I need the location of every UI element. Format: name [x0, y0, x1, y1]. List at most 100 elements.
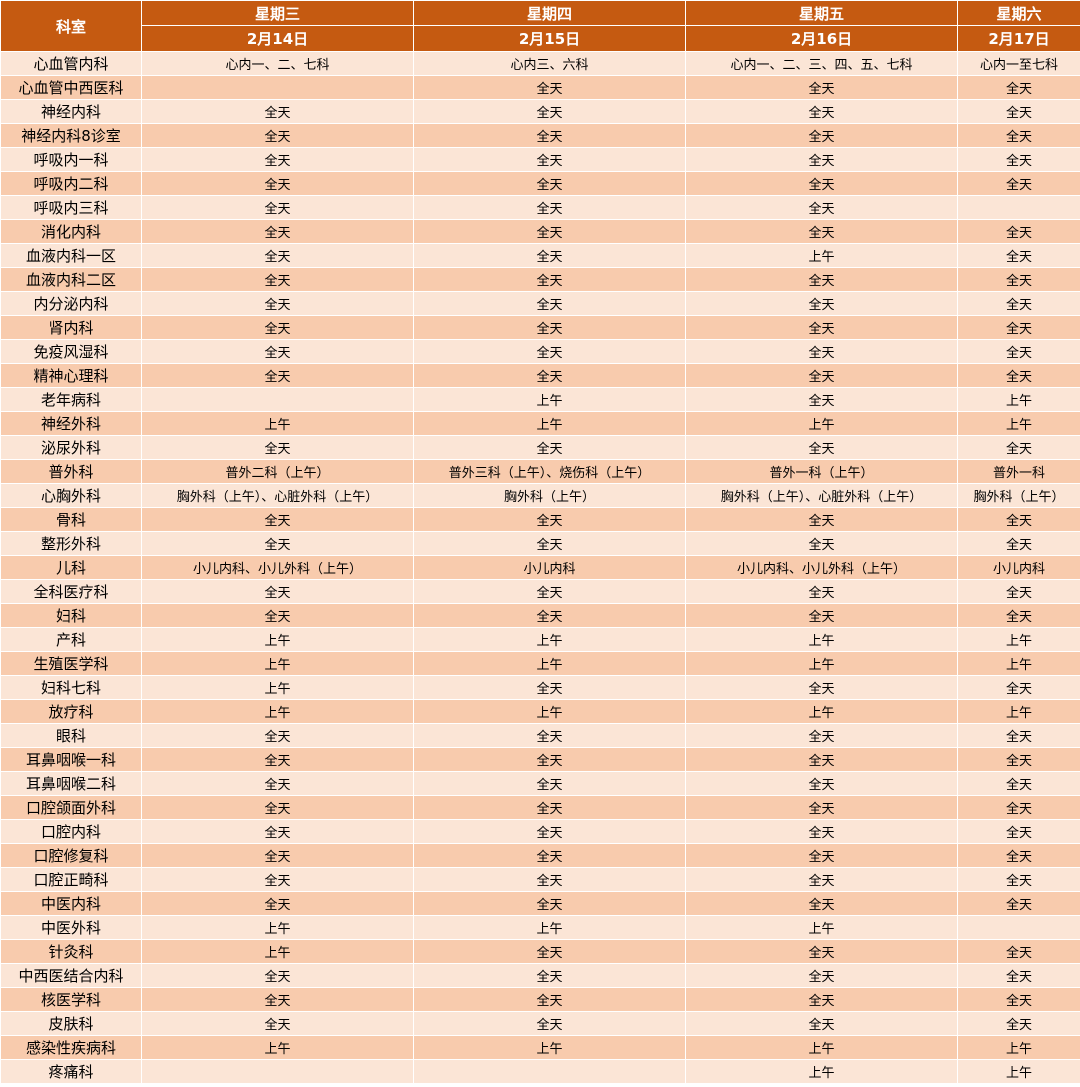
table-row: 骨科 全天 全天 全天 全天: [0, 507, 1080, 532]
table-row: 感染性疾病科 上午 上午 上午 上午: [0, 1035, 1080, 1060]
table-row: 精神心理科 全天 全天 全天 全天: [0, 363, 1080, 388]
schedule-cell: [957, 915, 1080, 940]
table-row: 耳鼻咽喉二科 全天 全天 全天 全天: [0, 771, 1080, 796]
dept-name-cell: 生殖医学科: [0, 651, 142, 676]
schedule-cell: 全天: [413, 171, 686, 196]
schedule-cell: 全天: [413, 339, 686, 364]
schedule-cell: 全天: [685, 531, 958, 556]
schedule-cell: 全天: [141, 867, 414, 892]
schedule-cell: 上午: [413, 699, 686, 724]
table-row: 普外科 普外二科（上午） 普外三科（上午）、烧伤科（上午） 普外一科（上午） 普外一科: [0, 459, 1080, 484]
schedule-cell: 全天: [413, 195, 686, 220]
dept-name-cell: 血液内科二区: [0, 267, 142, 292]
schedule-cell: 全天: [413, 531, 686, 556]
schedule-cell: 全天: [685, 843, 958, 868]
dept-name-cell: 儿科: [0, 555, 142, 580]
weekday-header: 星期六: [957, 0, 1080, 26]
dept-name-cell: 普外科: [0, 459, 142, 484]
schedule-cell: 全天: [413, 1011, 686, 1036]
schedule-cell: 全天: [413, 603, 686, 628]
dept-name-cell: 全科医疗科: [0, 579, 142, 604]
schedule-cell: 全天: [413, 507, 686, 532]
schedule-cell: 全天: [413, 867, 686, 892]
table-row: 口腔正畸科 全天 全天 全天 全天: [0, 867, 1080, 892]
schedule-cell: 上午: [141, 699, 414, 724]
schedule-cell: 全天: [413, 771, 686, 796]
dept-name-cell: 眼科: [0, 723, 142, 748]
schedule-cell: 全天: [141, 891, 414, 916]
schedule-cell: 全天: [413, 987, 686, 1012]
schedule-cell: 全天: [685, 579, 958, 604]
schedule-cell: 全天: [685, 987, 958, 1012]
schedule-cell: 全天: [685, 1011, 958, 1036]
schedule-cell: 全天: [957, 339, 1080, 364]
dept-name-cell: 呼吸内三科: [0, 195, 142, 220]
table-row: 产科 上午 上午 上午 上午: [0, 627, 1080, 652]
schedule-cell: 全天: [685, 867, 958, 892]
table-row: 免疫风湿科 全天 全天 全天 全天: [0, 339, 1080, 364]
schedule-cell: 全天: [141, 795, 414, 820]
schedule-cell: 上午: [957, 651, 1080, 676]
schedule-cell: 上午: [685, 411, 958, 436]
schedule-cell: 全天: [141, 771, 414, 796]
schedule-cell: 全天: [957, 987, 1080, 1012]
schedule-cell: 全天: [957, 531, 1080, 556]
table-row: 疼痛科 上午 上午: [0, 1059, 1080, 1084]
schedule-cell: 全天: [685, 339, 958, 364]
dept-name-cell: 骨科: [0, 507, 142, 532]
table-row: 皮肤科 全天 全天 全天 全天: [0, 1011, 1080, 1036]
dept-name-cell: 血液内科一区: [0, 243, 142, 268]
schedule-cell: 全天: [413, 435, 686, 460]
schedule-cell: 全天: [957, 939, 1080, 964]
schedule-cell: 全天: [685, 267, 958, 292]
table-row: 妇科 全天 全天 全天 全天: [0, 603, 1080, 628]
schedule-cell: 上午: [141, 915, 414, 940]
schedule-cell: 全天: [685, 123, 958, 148]
schedule-cell: 全天: [685, 939, 958, 964]
dept-name-cell: 呼吸内一科: [0, 147, 142, 172]
schedule-cell: 全天: [685, 75, 958, 100]
schedule-cell: 胸外科（上午）、心脏外科（上午）: [141, 483, 414, 508]
dept-name-cell: 内分泌内科: [0, 291, 142, 316]
schedule-cell: 全天: [957, 243, 1080, 268]
table-row: 内分泌内科 全天 全天 全天 全天: [0, 291, 1080, 316]
weekday-header: 星期四: [413, 0, 686, 26]
schedule-cell: 全天: [957, 99, 1080, 124]
dept-name-cell: 放疗科: [0, 699, 142, 724]
date-header: 2月16日: [685, 25, 958, 52]
schedule-cell: 全天: [413, 363, 686, 388]
dept-name-cell: 老年病科: [0, 387, 142, 412]
schedule-cell: 全天: [957, 123, 1080, 148]
schedule-cell: 全天: [685, 99, 958, 124]
schedule-cell: 全天: [957, 771, 1080, 796]
schedule-cell: [957, 195, 1080, 220]
schedule-cell: 全天: [957, 147, 1080, 172]
schedule-cell: 全天: [141, 363, 414, 388]
table-row: 口腔颌面外科 全天 全天 全天 全天: [0, 795, 1080, 820]
schedule-cell: 全天: [141, 819, 414, 844]
schedule-cell: 全天: [685, 171, 958, 196]
schedule-cell: 全天: [685, 507, 958, 532]
dept-name-cell: 感染性疾病科: [0, 1035, 142, 1060]
dept-name-cell: 精神心理科: [0, 363, 142, 388]
schedule-cell: 上午: [413, 1035, 686, 1060]
schedule-cell: 上午: [685, 243, 958, 268]
table-row: 口腔内科 全天 全天 全天 全天: [0, 819, 1080, 844]
schedule-cell: 全天: [957, 579, 1080, 604]
weekday-header: 星期五: [685, 0, 958, 26]
dept-name-cell: 中医外科: [0, 915, 142, 940]
schedule-cell: 全天: [685, 891, 958, 916]
schedule-cell: 上午: [685, 1035, 958, 1060]
table-row: 儿科 小儿内科、小儿外科（上午） 小儿内科 小儿内科、小儿外科（上午） 小儿内科: [0, 555, 1080, 580]
schedule-cell: 全天: [957, 507, 1080, 532]
schedule-cell: 全天: [141, 1011, 414, 1036]
dept-name-cell: 神经外科: [0, 411, 142, 436]
schedule-cell: 上午: [141, 939, 414, 964]
schedule-cell: 全天: [413, 795, 686, 820]
schedule-cell: [141, 387, 414, 412]
schedule-cell: 全天: [957, 795, 1080, 820]
dept-name-cell: 神经内科: [0, 99, 142, 124]
dept-name-cell: 泌尿外科: [0, 435, 142, 460]
schedule-cell: 全天: [413, 747, 686, 772]
